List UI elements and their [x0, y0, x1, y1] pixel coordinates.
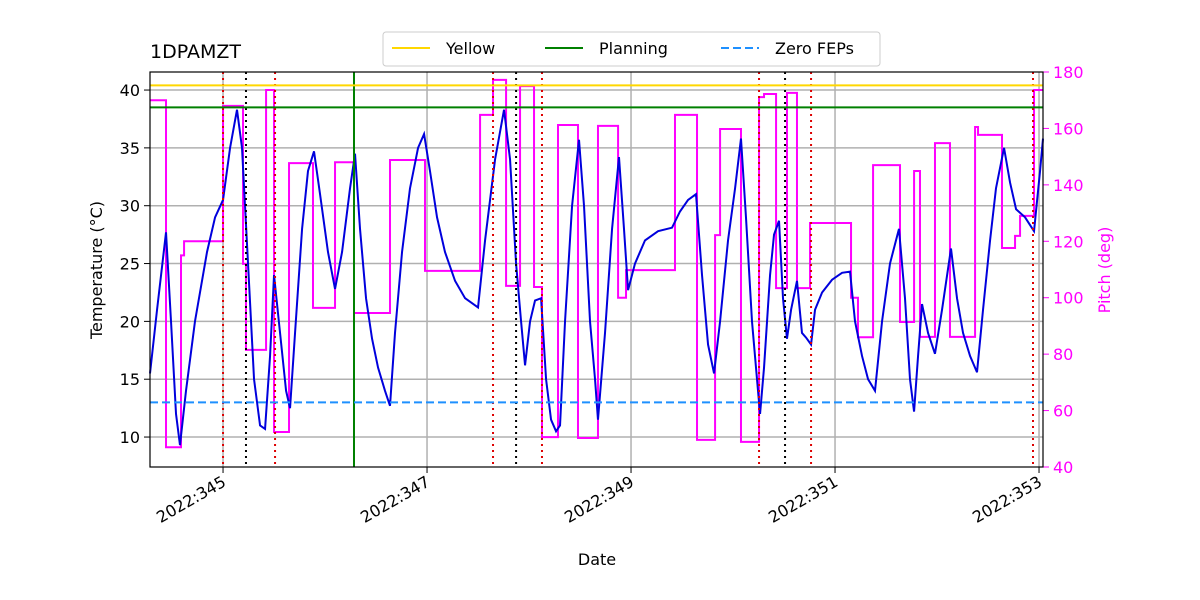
y2-tick-label: 40	[1053, 458, 1073, 477]
legend-label: Yellow	[445, 39, 495, 58]
y2-axis-label: Pitch (deg)	[1095, 227, 1114, 314]
x-tick-label: 2022:353	[969, 472, 1045, 527]
y2-tick-label: 160	[1053, 119, 1084, 138]
x-tick-label: 2022:347	[357, 472, 433, 527]
y-tick-label: 25	[120, 255, 140, 274]
y-tick-label: 40	[120, 81, 140, 100]
y-tick-label: 35	[120, 139, 140, 158]
x-tick-label: 2022:349	[561, 472, 637, 527]
data-line	[149, 109, 1044, 446]
y2-tick-label: 140	[1053, 176, 1084, 195]
legend-box	[382, 31, 881, 67]
y-tick-label: 15	[120, 370, 140, 389]
y-tick-label: 30	[120, 197, 140, 216]
x-tick-label: 2022:351	[765, 472, 841, 527]
y-tick-label: 10	[120, 428, 140, 447]
legend-label: Planning	[599, 39, 668, 58]
y2-tick-label: 180	[1053, 63, 1084, 82]
data-line	[150, 78, 1043, 449]
y2-tick-label: 80	[1053, 345, 1073, 364]
y2-tick-label: 120	[1053, 232, 1084, 251]
y-axis-label: Temperature (°C)	[87, 201, 106, 340]
legend-label: Zero FEPs	[775, 39, 854, 58]
y2-tick-label: 100	[1053, 289, 1084, 308]
legend: Yellow Planning Zero FEPs	[382, 31, 881, 67]
x-tick-label: 2022:345	[153, 472, 229, 527]
plot-frame	[149, 71, 1044, 468]
chart-title: 1DPAMZT	[150, 41, 241, 63]
y2-tick-label: 60	[1053, 402, 1073, 421]
x-axis-label: Date	[578, 550, 616, 569]
y-tick-label: 20	[120, 312, 140, 331]
